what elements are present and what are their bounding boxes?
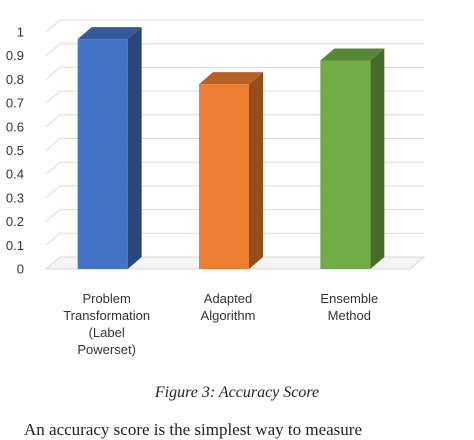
gridline	[45, 66, 424, 80]
bars	[77, 27, 385, 269]
x-category-label-line: Adapted	[204, 291, 252, 306]
gridline	[45, 114, 424, 128]
y-tick-label: 0.2	[6, 214, 24, 229]
gridline	[45, 161, 424, 175]
gridline	[45, 90, 424, 104]
bar-top	[199, 72, 263, 85]
bar-side	[127, 27, 142, 269]
x-category-label: Ensemble Method	[320, 291, 378, 323]
bar-front	[199, 84, 249, 269]
x-category-label: Problem Transformation (Label Powerset)	[63, 291, 150, 357]
y-tick-label: 1	[17, 25, 24, 40]
y-tick-label: 0.3	[6, 190, 24, 205]
bar-front	[320, 60, 371, 269]
gridline	[45, 138, 424, 151]
y-tick-label: 0	[17, 262, 24, 277]
bar-top	[320, 48, 385, 61]
bar	[320, 48, 385, 269]
gridline	[45, 185, 424, 199]
y-tick-label: 0.8	[6, 72, 24, 87]
bar-side	[370, 48, 385, 269]
figure-caption: Figure 3: Accuracy Score	[154, 384, 320, 401]
bar	[77, 27, 142, 269]
accuracy-bar-chart: 0 0.1 0.2 0.3 0.4 0.5 0.6 0.7 0.8 0.9 1 Problem Tra…	[6, 19, 426, 357]
x-category-label: Adapted Algorithm	[201, 291, 256, 323]
gridline	[45, 232, 424, 246]
bar-top	[77, 27, 142, 40]
y-tick-label: 0.6	[6, 119, 24, 134]
gridline	[45, 209, 424, 222]
x-category-label-line: (Label	[89, 325, 125, 340]
body-text: An accuracy score is the simplest way to…	[24, 420, 362, 439]
x-category-label-line: Transformation	[63, 308, 150, 323]
y-tick-label: 0.5	[6, 143, 24, 158]
x-category-label-line: Algorithm	[201, 308, 256, 323]
x-category-label-line: Powerset)	[77, 342, 136, 357]
y-tick-label: 0.1	[6, 238, 24, 253]
gridline	[45, 256, 424, 270]
gridline	[45, 19, 424, 33]
bar-front	[77, 39, 128, 269]
x-category-label-line: Problem	[82, 291, 130, 306]
bar-side	[249, 72, 263, 269]
x-axis: Problem Transformation (Label Powerset) Adap…	[63, 291, 378, 357]
y-tick-label: 0.9	[6, 48, 24, 63]
x-category-label-line: Method	[328, 308, 371, 323]
y-tick-label: 0.4	[6, 167, 24, 182]
y-tick-label: 0.7	[6, 96, 24, 111]
y-axis: 0 0.1 0.2 0.3 0.4 0.5 0.6 0.7 0.8 0.9 1	[6, 25, 24, 277]
bar	[199, 72, 263, 269]
x-category-label-line: Ensemble	[320, 291, 378, 306]
gridline	[45, 43, 424, 57]
